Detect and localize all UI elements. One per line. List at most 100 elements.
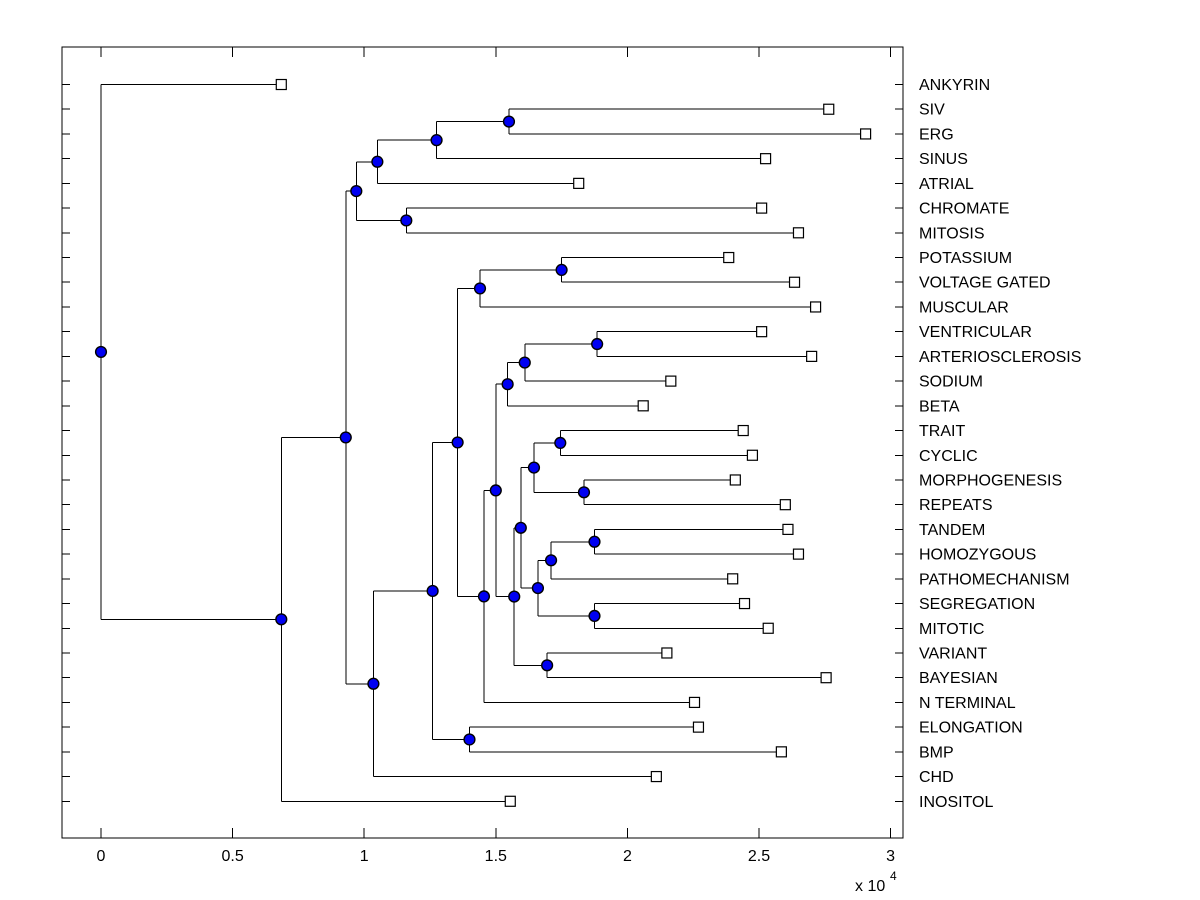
internal-node-marker — [508, 590, 521, 603]
leaf-marker — [759, 153, 772, 165]
internal-node-marker — [94, 345, 108, 359]
axis-ticks — [62, 47, 903, 838]
leaf-marker — [762, 622, 774, 634]
internal-node-marker — [489, 484, 502, 497]
leaf-label: TRAIT — [919, 423, 965, 440]
leaf-marker — [688, 696, 701, 709]
x-tick-label: 1.5 — [485, 848, 507, 865]
internal-node-marker — [501, 378, 514, 391]
leaf-marker — [737, 424, 749, 437]
leaf-label: ATRIAL — [919, 176, 974, 193]
internal-node-marker — [502, 115, 516, 128]
internal-node-marker — [588, 609, 601, 623]
leaf-marker — [738, 597, 751, 610]
axis-multiplier: x 10 — [855, 878, 885, 895]
leaf-marker — [746, 449, 759, 461]
leaf-marker — [792, 548, 805, 560]
leaf-marker — [775, 746, 787, 758]
leaf-marker — [729, 474, 741, 486]
internal-node-marker — [531, 582, 545, 595]
leaf-label: POTASSIUM — [919, 250, 1012, 267]
leaf-label: ELONGATION — [919, 720, 1023, 737]
x-tick-label: 2.5 — [748, 848, 770, 865]
leaf-marker — [792, 227, 805, 239]
internal-node-marker — [275, 613, 288, 626]
internal-node-marker — [430, 134, 443, 147]
leaf-label: MORPHOGENESIS — [919, 472, 1062, 489]
leaf-marker — [665, 375, 677, 387]
leaf-label: REPEATS — [919, 497, 993, 514]
leaf-label: N TERMINAL — [919, 695, 1016, 712]
leaf-marker — [756, 202, 768, 214]
internal-node-marker — [350, 185, 363, 198]
x-tick-label: 0.5 — [221, 848, 243, 865]
leaf-label: CHD — [919, 769, 954, 786]
internal-node-marker — [588, 535, 601, 548]
leaf-label: MITOTIC — [919, 621, 984, 638]
leaf-marker — [788, 276, 801, 288]
leaf-marker — [637, 400, 649, 412]
x-tick-label: 2 — [623, 848, 632, 865]
internal-node-marker — [477, 590, 491, 603]
internal-node-marker — [577, 486, 591, 499]
leaf-label: ANKYRIN — [919, 77, 990, 94]
leaf-label: MITOSIS — [919, 225, 985, 242]
internal-node-marker — [518, 356, 531, 369]
leaf-label: SIV — [919, 102, 945, 119]
internal-node-marker — [463, 733, 476, 746]
plot-box — [61, 46, 904, 839]
leaf-label: TANDEM — [919, 522, 985, 539]
x-tick-label: 1 — [360, 848, 369, 865]
internal-node-marker — [554, 436, 567, 449]
leaf-label: VOLTAGE GATED — [919, 275, 1051, 292]
leaf-label: MUSCULAR — [919, 299, 1009, 316]
leaf-label: SINUS — [919, 151, 968, 168]
leaf-marker — [820, 672, 832, 684]
x-tick-label: 0 — [97, 848, 106, 865]
leaf-marker — [779, 499, 791, 511]
leaf-marker — [504, 795, 516, 807]
tree-branches — [100, 84, 866, 802]
leaf-marker — [823, 103, 835, 115]
leaf-marker — [727, 573, 739, 585]
leaf-label: SODIUM — [919, 374, 983, 391]
internal-node-marker — [544, 554, 558, 567]
leaf-marker — [692, 721, 705, 733]
internal-node-marker — [591, 337, 604, 351]
leaf-label: CHROMATE — [919, 201, 1009, 218]
leaf-label: PATHOMECHANISM — [919, 571, 1070, 588]
leaf-label: CYCLIC — [919, 448, 978, 465]
leaf-marker — [859, 128, 872, 140]
leaf-marker — [573, 177, 585, 189]
leaf-label: BETA — [919, 398, 960, 415]
internal-node-marker — [527, 461, 541, 474]
internal-node-marker — [400, 214, 413, 227]
leaf-marker — [809, 301, 822, 313]
leaf-label: ERG — [919, 126, 954, 143]
internal-node-marker — [473, 282, 487, 295]
leaf-label: VARIANT — [919, 645, 987, 662]
leaf-label: ARTERIOSCLEROSIS — [919, 349, 1081, 366]
leaf-marker — [723, 251, 735, 264]
leaf-label: VENTRICULAR — [919, 324, 1032, 341]
internal-node-marker — [371, 155, 384, 168]
internal-node-marker — [426, 584, 439, 598]
internal-node-marker — [451, 436, 464, 449]
leaf-label: BMP — [919, 744, 954, 761]
internal-node-marker — [514, 521, 527, 534]
internal-node-marker — [541, 659, 554, 672]
leaf-label: BAYESIAN — [919, 670, 998, 687]
leaf-label: SEGREGATION — [919, 596, 1035, 613]
leaf-marker — [806, 350, 818, 362]
leaf-marker — [782, 523, 794, 536]
leaf-label: INOSITOL — [919, 794, 993, 811]
internal-node-marker — [555, 263, 568, 276]
leaf-marker — [661, 647, 673, 659]
internal-node-marker — [367, 677, 380, 690]
leaf-marker — [275, 78, 287, 91]
x-tick-label: 3 — [886, 848, 895, 865]
leaf-marker — [650, 770, 662, 783]
internal-node-marker — [339, 431, 352, 444]
